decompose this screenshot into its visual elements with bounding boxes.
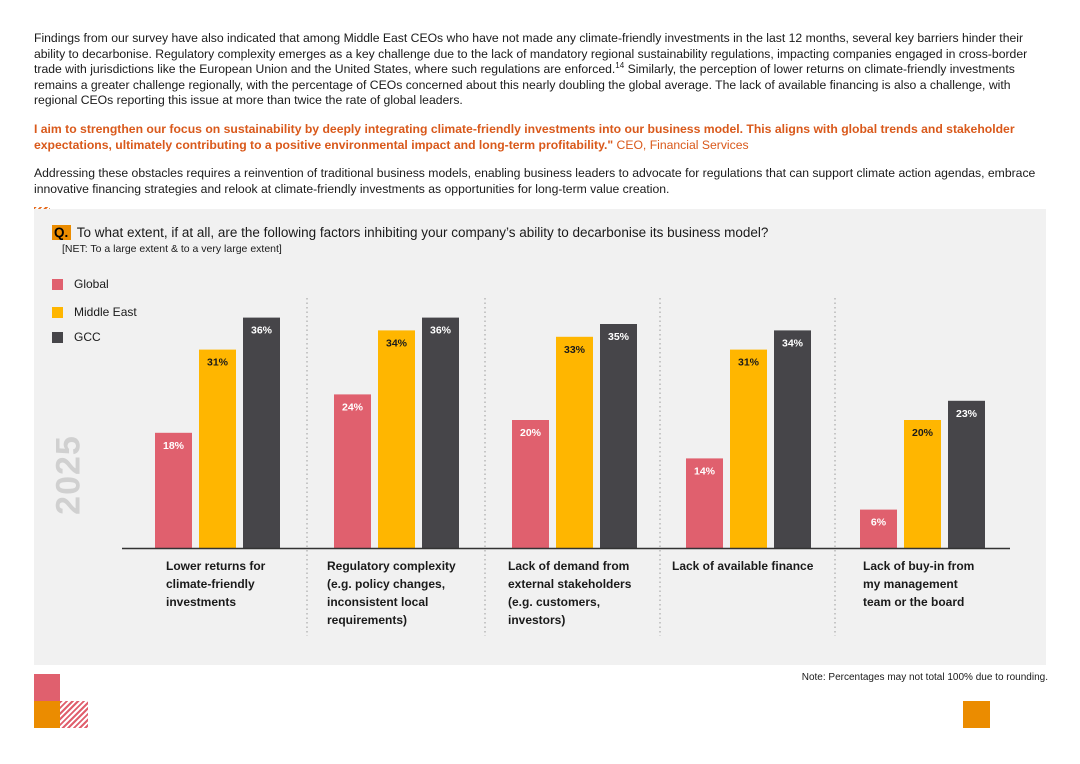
legend-item-middle-east: Middle East	[52, 305, 202, 320]
intro-paragraph: Findings from our survey have also indic…	[34, 31, 1050, 109]
legend-swatch	[52, 332, 63, 343]
category-label-3: Lack of demand from external stakeholders…	[508, 557, 631, 629]
category-label-line: external stakeholders	[508, 577, 632, 591]
footnote-ref: 14	[615, 61, 625, 71]
category-label-5: Lack of buy-in from my management team or …	[863, 557, 974, 611]
year-watermark: 2025	[49, 435, 88, 515]
legend-label: GCC	[74, 330, 101, 344]
category-label-line: my management	[863, 577, 958, 591]
category-label-line: inconsistent local	[327, 595, 429, 609]
category-label-line: Lack of buy-in from	[863, 559, 975, 573]
category-label-4: Lack of available finance	[672, 557, 813, 575]
orange-square-decoration	[34, 701, 60, 728]
category-label-line: team or the board	[863, 595, 965, 609]
question-marker: Q.	[52, 225, 72, 240]
category-label-line: Lack of demand from	[508, 559, 630, 573]
legend-swatch	[52, 307, 63, 318]
category-label-1: Lower returns for climate-friendly investm…	[166, 557, 265, 611]
pink-square-decoration	[34, 674, 60, 701]
quote-text: I aim to strengthen our focus on sustain…	[34, 122, 1015, 152]
category-label-line: (e.g. policy changes,	[327, 577, 446, 591]
orange-corner-decoration	[963, 701, 990, 728]
hatched-square-decoration	[60, 701, 88, 728]
category-label-line: investments	[166, 595, 237, 609]
question-title: Q. To what extent, if at all, are the fo…	[52, 225, 768, 240]
legend-label: Global	[74, 277, 109, 291]
category-label-line: Lack of available finance	[672, 559, 814, 573]
category-label-line: (e.g. customers,	[508, 595, 601, 609]
intro-text: Findings from our survey have also indic…	[34, 31, 1028, 77]
question-text: To what extent, if at all, are the follo…	[73, 225, 769, 240]
category-label-line: requirements)	[327, 613, 408, 627]
legend-swatch	[52, 279, 63, 290]
category-label-line: Lower returns for	[166, 559, 266, 573]
category-label-line: investors)	[508, 613, 566, 627]
quote-attribution: CEO, Financial Services	[613, 137, 749, 152]
intro-text-continued: Similarly, the perception of lower retur…	[34, 62, 1015, 108]
legend-label: Middle East	[74, 305, 137, 319]
category-label-2: Regulatory complexity (e.g. policy change…	[327, 557, 456, 629]
closing-paragraph: Addressing these obstacles requires a re…	[34, 166, 1036, 196]
legend-item-global: Global	[52, 277, 202, 292]
legend-item-gcc: GCC	[52, 330, 202, 345]
ceo-quote: I aim to strengthen our focus on sustain…	[34, 122, 1050, 153]
category-label-line: Regulatory complexity	[327, 559, 456, 573]
category-label-line: climate-friendly	[166, 577, 255, 591]
rounding-note: Note: Percentages may not total 100% due…	[801, 672, 1048, 683]
question-subtitle: [NET: To a large extent & to a very larg…	[62, 243, 282, 255]
